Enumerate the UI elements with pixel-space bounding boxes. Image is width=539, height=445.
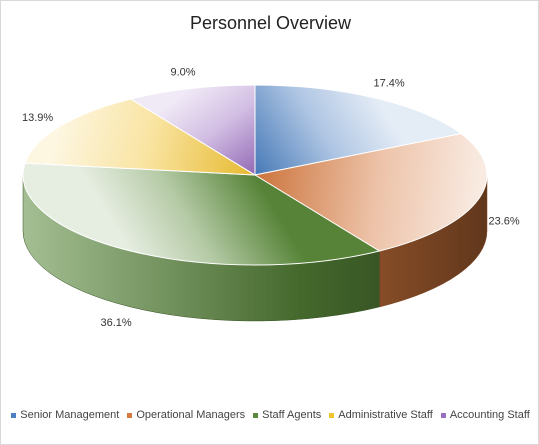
chart-title: Personnel Overview xyxy=(189,13,352,33)
legend-item-operational-managers[interactable]: Operational Managers xyxy=(127,409,245,421)
slice-operational-managers[interactable] xyxy=(253,133,488,252)
legend-item-staff-agents[interactable]: Staff Agents xyxy=(253,409,321,421)
data-label-staff-agents: 36.1% xyxy=(100,317,131,329)
data-label-administrative-staff: 13.9% xyxy=(22,112,53,124)
legend-marker xyxy=(11,412,17,418)
legend-label: Accounting Staff xyxy=(449,409,530,421)
legend-label: Operational Managers xyxy=(136,409,246,421)
data-label-accounting-staff: 9.0% xyxy=(170,66,195,78)
legend: Senior Management Operational Managers Sta… xyxy=(1,409,539,421)
legend-label: Staff Agents xyxy=(262,409,322,421)
slice-senior-management[interactable] xyxy=(254,84,463,176)
slice-staff-agents[interactable] xyxy=(22,162,381,266)
data-label-operational-managers: 23.6% xyxy=(488,216,519,228)
slice-accounting-staff[interactable] xyxy=(129,84,256,176)
pie-chart: 17.4% 23.6% 36.1% 13.9% 9.0% xyxy=(22,66,520,329)
legend-marker xyxy=(440,412,446,418)
legend-item-accounting-staff[interactable]: Accounting Staff xyxy=(440,409,530,421)
legend-item-senior-management[interactable]: Senior Management xyxy=(11,409,119,421)
data-labels: 17.4% 23.6% 36.1% 13.9% 9.0% xyxy=(22,66,520,329)
legend-marker xyxy=(127,412,133,418)
pie-slices xyxy=(22,84,488,266)
legend-item-administrative-staff[interactable]: Administrative Staff xyxy=(329,409,433,421)
data-label-senior-management: 17.4% xyxy=(373,78,404,90)
legend-marker xyxy=(329,412,335,418)
legend-label: Administrative Staff xyxy=(338,409,433,421)
legend-label: Senior Management xyxy=(20,409,120,421)
legend-marker xyxy=(253,412,259,418)
slice-administrative-staff[interactable] xyxy=(24,98,256,176)
